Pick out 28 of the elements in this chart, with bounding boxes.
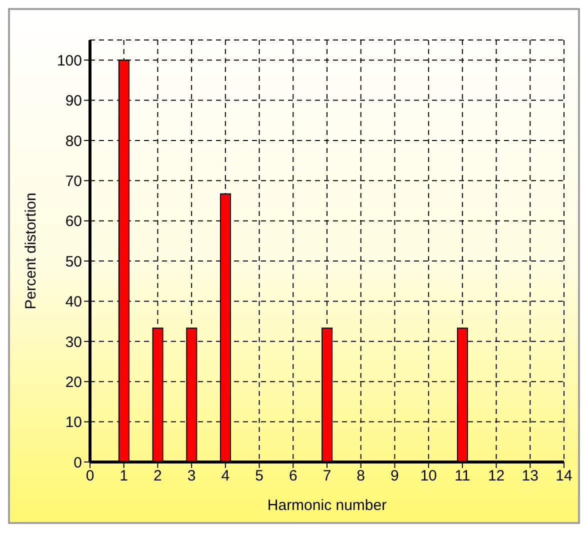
y-tick-label: 50 xyxy=(65,253,82,270)
x-tick-label: 1 xyxy=(120,468,128,485)
y-tick-label: 100 xyxy=(56,52,82,70)
x-axis-title: Harmonic number xyxy=(267,497,387,514)
y-tick-label: 30 xyxy=(65,334,82,351)
y-tick-label: 80 xyxy=(65,132,82,150)
x-tick-label: 13 xyxy=(522,468,538,485)
x-tick-label: 3 xyxy=(187,468,196,485)
x-tick-label: 12 xyxy=(488,468,505,485)
x-tick-label: 14 xyxy=(556,468,572,485)
x-tick-label: 4 xyxy=(221,468,230,485)
x-tick-label: 0 xyxy=(86,468,94,485)
y-tick-label: 20 xyxy=(65,374,82,391)
y-tick-label: 40 xyxy=(65,294,82,311)
x-tick-label: 10 xyxy=(420,468,437,485)
y-tick-label: 0 xyxy=(74,454,82,472)
x-tick-label: 5 xyxy=(255,468,264,485)
x-tick-label: 11 xyxy=(454,468,470,485)
x-tick-label: 7 xyxy=(322,468,332,485)
y-axis-title: Percent distortion xyxy=(22,192,40,310)
y-tick-label: 10 xyxy=(65,414,82,432)
x-tick-label: 6 xyxy=(288,468,298,485)
x-tick-label: 8 xyxy=(356,468,366,485)
x-tick-label: 9 xyxy=(390,468,399,485)
y-tick-label: 70 xyxy=(65,172,82,190)
x-tick-label: 2 xyxy=(154,468,162,485)
y-tick-label: 90 xyxy=(65,92,82,110)
y-tick-label: 60 xyxy=(65,213,82,230)
